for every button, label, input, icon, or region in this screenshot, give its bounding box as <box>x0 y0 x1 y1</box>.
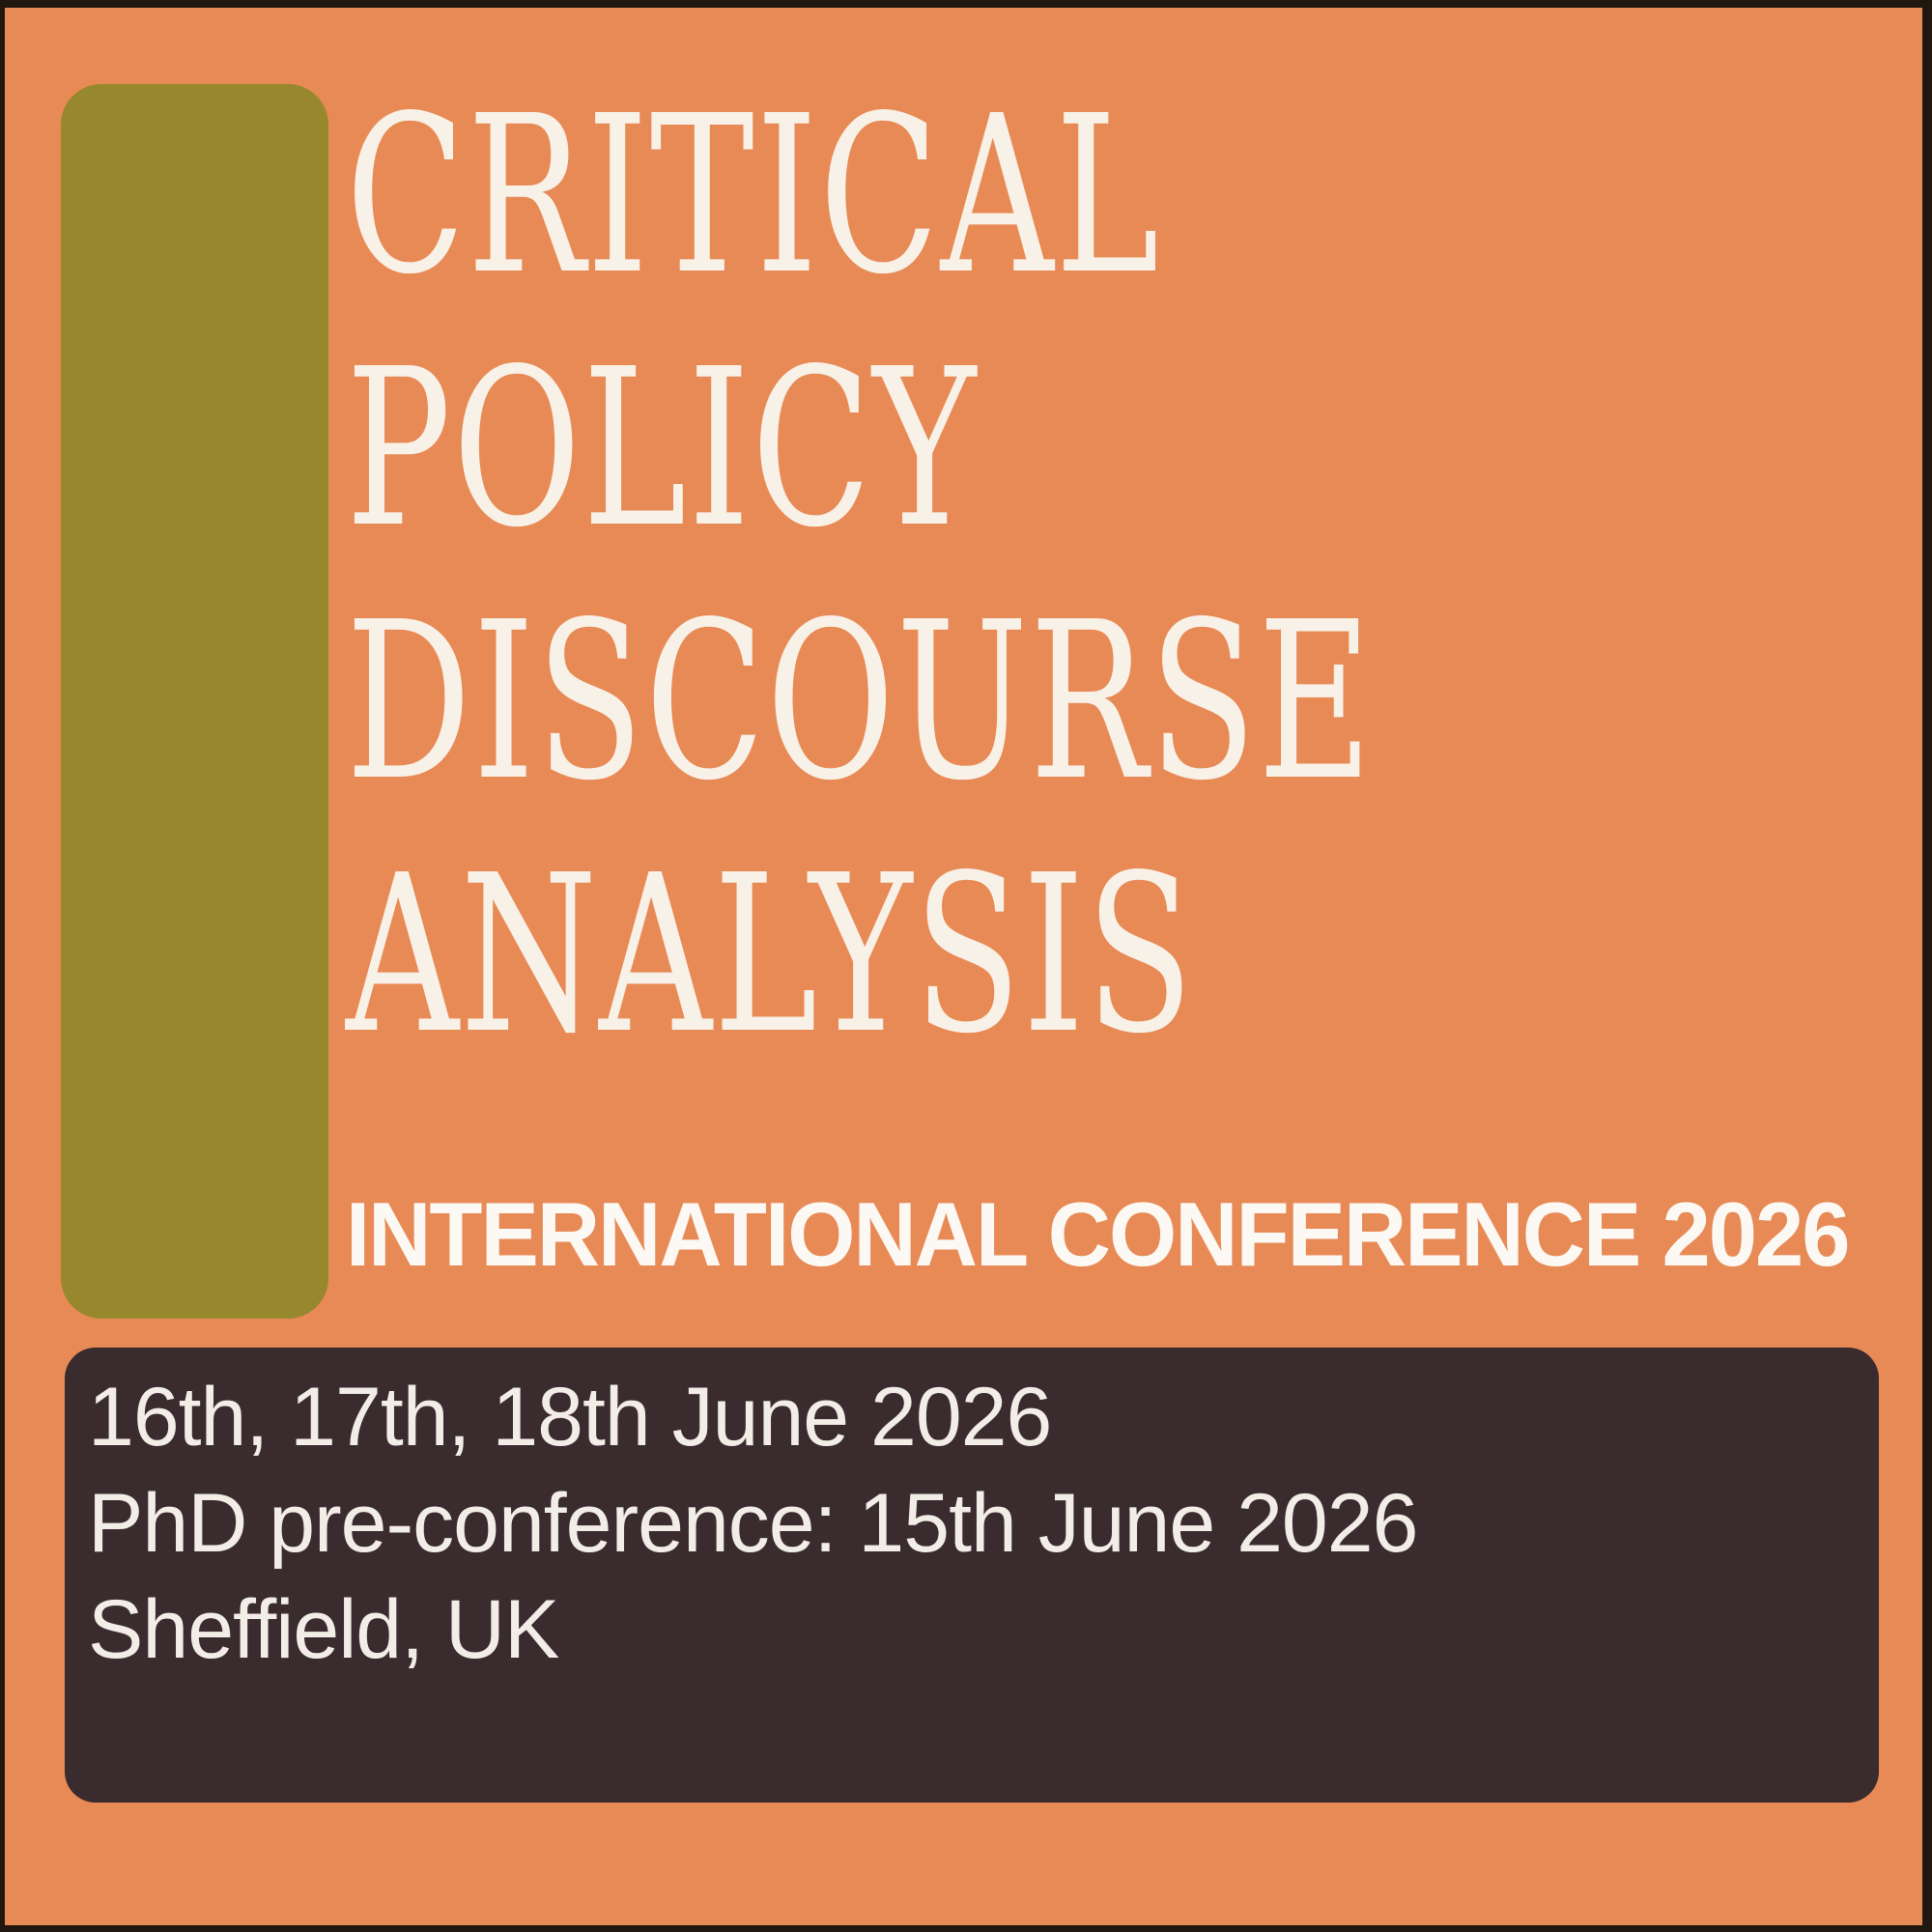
title-line-4: ANALYSIS <box>346 829 1195 1082</box>
title-line-1: CRITICAL <box>346 70 1161 323</box>
conference-title: CRITICAL POLICY DISCOURSE ANALYSIS <box>346 70 1374 1082</box>
details-panel: 16th, 17th, 18th June 2026 PhD pre-confe… <box>65 1348 1879 1803</box>
title-line-3: DISCOURSE <box>346 576 1374 829</box>
title-line-2: POLICY <box>346 323 979 576</box>
conference-location: Sheffield, UK <box>88 1583 559 1676</box>
phd-preconference-date: PhD pre-conference: 15th June 2026 <box>88 1477 1418 1570</box>
accent-bar <box>61 84 328 1319</box>
conference-dates: 16th, 17th, 18th June 2026 <box>88 1371 1052 1463</box>
conference-subtitle: INTERNATIONAL CONFERENCE 2026 <box>346 1183 1850 1285</box>
